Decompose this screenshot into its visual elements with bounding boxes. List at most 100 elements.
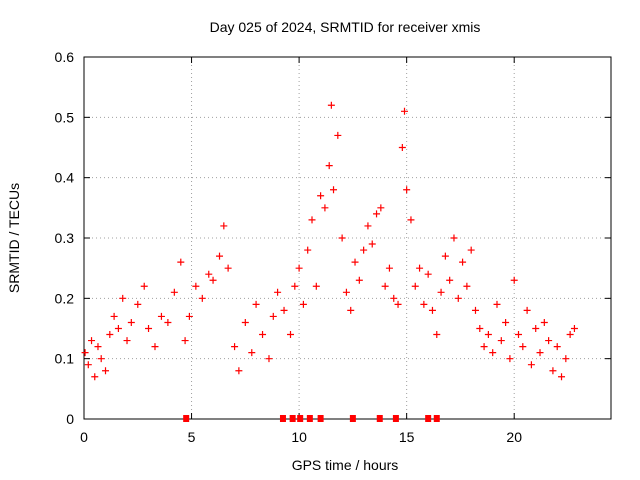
data-point (428, 306, 436, 314)
data-point (446, 276, 454, 284)
data-point (286, 331, 294, 339)
data-point (317, 192, 325, 200)
data-point (312, 282, 320, 290)
data-point (480, 343, 488, 351)
data-point (252, 300, 260, 308)
data-point (570, 325, 578, 332)
data-point (81, 349, 89, 357)
data-point (216, 252, 224, 260)
data-point (94, 343, 102, 351)
data-point (420, 300, 428, 308)
data-point (497, 337, 505, 345)
zero-marker (349, 415, 356, 422)
data-point (241, 318, 249, 326)
data-point (347, 306, 355, 314)
data-point (368, 240, 376, 248)
data-point (269, 312, 277, 320)
y-tick-label: 0.6 (55, 49, 75, 65)
data-point (437, 288, 445, 296)
data-point (248, 349, 256, 357)
zero-marker (289, 415, 296, 422)
data-point (506, 355, 514, 363)
data-point (411, 282, 419, 290)
zero-marker (297, 415, 304, 422)
y-tick-label: 0.4 (55, 170, 75, 186)
y-tick-label: 0.1 (55, 351, 75, 367)
data-point (110, 312, 118, 320)
data-point (280, 306, 288, 314)
data-point (134, 300, 142, 308)
data-point (549, 367, 557, 375)
data-point (334, 131, 342, 139)
data-point (463, 282, 471, 290)
data-point (394, 300, 402, 308)
data-points (81, 101, 578, 422)
x-tick-label: 0 (80, 429, 88, 445)
data-point (441, 252, 449, 260)
data-point (106, 331, 114, 339)
data-point (114, 325, 122, 332)
y-axis: 0 0.1 0.2 0.3 0.4 0.5 0.6 (55, 49, 611, 427)
data-point (385, 264, 393, 272)
zero-marker (183, 415, 190, 422)
x-axis: 0 5 10 15 20 (80, 57, 522, 445)
data-point (97, 355, 105, 363)
data-point (102, 367, 110, 375)
data-point (471, 306, 479, 314)
y-tick-label: 0.3 (55, 230, 75, 246)
data-point (562, 355, 570, 363)
data-point (338, 234, 346, 242)
y-tick-label: 0.2 (55, 290, 75, 306)
data-point (558, 373, 566, 381)
data-point (209, 276, 217, 284)
data-point (299, 300, 307, 308)
data-point (401, 107, 409, 115)
data-point (140, 282, 148, 290)
data-point (88, 337, 96, 345)
data-point (321, 204, 329, 212)
data-point (536, 349, 544, 357)
y-axis-label: SRMTID / TECUs (6, 183, 22, 293)
data-point (433, 331, 441, 339)
data-point (157, 312, 165, 320)
data-point (532, 325, 540, 332)
data-point (151, 343, 159, 351)
data-point (308, 216, 316, 224)
data-point (364, 222, 372, 230)
chart-title: Day 025 of 2024, SRMTID for receiver xmi… (210, 19, 481, 35)
data-point (476, 325, 484, 332)
data-point (484, 331, 492, 339)
data-point (235, 367, 243, 375)
data-point (459, 258, 467, 266)
data-point (467, 246, 475, 254)
zero-marker (306, 415, 313, 422)
data-point (127, 318, 135, 326)
data-point (502, 318, 510, 326)
x-tick-label: 20 (506, 429, 522, 445)
data-point (519, 343, 527, 351)
data-point (566, 331, 574, 339)
data-point (291, 282, 299, 290)
data-point (327, 101, 335, 109)
data-point (515, 331, 523, 339)
data-point (231, 343, 239, 351)
data-point (84, 361, 92, 369)
data-point (325, 162, 333, 170)
data-point (390, 294, 398, 302)
data-point (170, 288, 178, 296)
data-point (224, 264, 232, 272)
data-point (295, 264, 303, 272)
data-point (523, 306, 531, 314)
data-point (398, 144, 406, 151)
data-point (351, 258, 359, 266)
zero-marker (425, 415, 432, 422)
data-point (407, 216, 415, 224)
data-point (416, 264, 424, 272)
zero-marker (433, 415, 440, 422)
data-point (265, 355, 273, 363)
data-point (540, 318, 548, 326)
x-tick-label: 5 (188, 429, 196, 445)
data-point (403, 186, 411, 194)
data-point (493, 300, 501, 308)
